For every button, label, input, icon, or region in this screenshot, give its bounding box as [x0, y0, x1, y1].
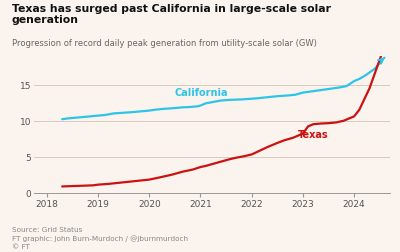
- Text: Progression of record daily peak generation from utility-scale solar (GW): Progression of record daily peak generat…: [12, 39, 317, 48]
- Text: Texas: Texas: [298, 130, 328, 140]
- Text: Texas has surged past California in large-scale solar generation: Texas has surged past California in larg…: [12, 4, 331, 25]
- Text: Source: Grid Status
FT graphic: John Burn-Murdoch / @jburnmurdoch
© FT: Source: Grid Status FT graphic: John Bur…: [12, 227, 188, 249]
- Text: California: California: [175, 87, 228, 98]
